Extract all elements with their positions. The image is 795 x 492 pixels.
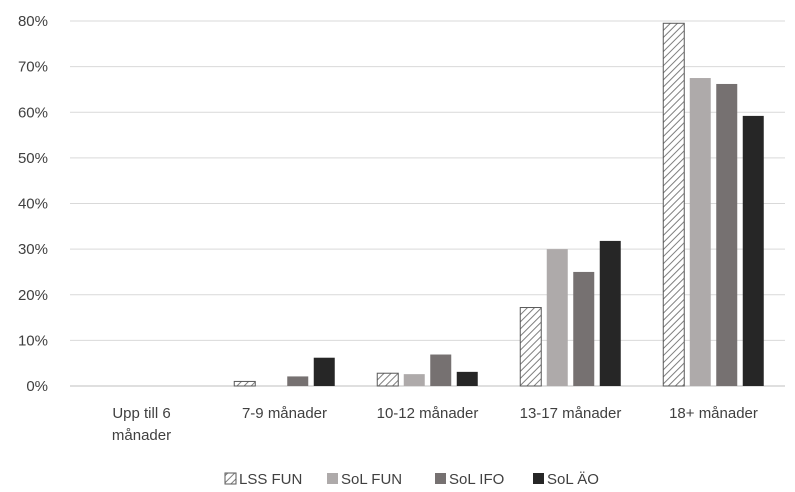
legend-swatch [224, 472, 237, 485]
y-tick-label: 80% [18, 13, 48, 30]
bar-sol-ao [599, 240, 621, 386]
bar-lss-fun [233, 380, 256, 387]
legend-swatch [327, 473, 338, 484]
bar-sol-ao [456, 371, 478, 386]
y-tick-label: 10% [18, 332, 48, 349]
x-category-label: 18+ månader [669, 405, 758, 422]
bar-sol-ifo [716, 83, 738, 387]
y-tick-label: 0% [26, 378, 48, 395]
bar-sol-ifo [573, 271, 595, 386]
y-tick-label: 70% [18, 59, 48, 76]
bars [233, 22, 764, 387]
bar-lss-fun [662, 22, 685, 387]
bar-sol-fun [546, 249, 568, 386]
legend: LSS FUN SoL FUN SoL IFO SoL ÄO [224, 471, 599, 488]
legend-swatch [533, 473, 544, 484]
legend-label: LSS FUN [239, 471, 302, 488]
bar-sol-ifo [287, 376, 309, 386]
y-tick-label: 50% [18, 150, 48, 167]
x-category-label: 7-9 månader [242, 405, 327, 422]
y-tick-label: 60% [18, 104, 48, 121]
y-axis: 0% 10% 20% 30% 40% 50% 60% 70% 80% [18, 13, 48, 395]
bar-sol-ao [313, 357, 335, 386]
bar-lss-fun [519, 307, 542, 387]
bar-sol-fun [689, 78, 711, 386]
legend-swatch [435, 473, 446, 484]
legend-label: SoL ÄO [547, 471, 599, 488]
y-tick-label: 40% [18, 196, 48, 213]
x-category-label: Upp till 6 [112, 405, 170, 422]
x-category-label: 10-12 månader [377, 405, 479, 422]
bar-sol-fun [403, 374, 425, 386]
bar-sol-ao [742, 115, 764, 387]
legend-label: SoL IFO [449, 471, 504, 488]
y-tick-label: 30% [18, 241, 48, 258]
gridlines [70, 20, 785, 387]
bar-lss-fun [376, 372, 399, 387]
x-category-label: månader [112, 427, 171, 444]
legend-label: SoL FUN [341, 471, 402, 488]
x-axis: Upp till 6 månader 7-9 månader 10-12 månade… [112, 405, 758, 444]
bar-sol-ifo [430, 354, 452, 386]
y-tick-label: 20% [18, 287, 48, 304]
x-category-label: 13-17 månader [520, 405, 622, 422]
